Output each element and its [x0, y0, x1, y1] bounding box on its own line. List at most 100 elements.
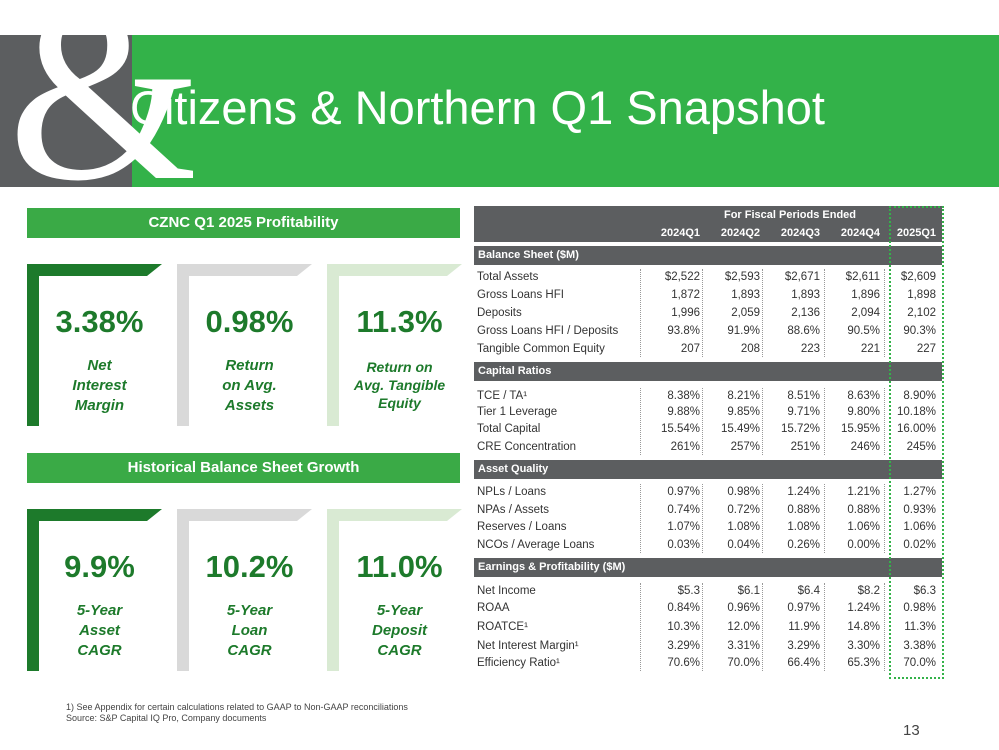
table-cell: 0.96% [727, 602, 760, 614]
table-cell: 90.3% [903, 325, 936, 337]
table-cell: 207 [680, 343, 700, 355]
table-cell: 90.5% [847, 325, 880, 337]
table-cell: 70.0% [727, 657, 760, 669]
table-period-header: For Fiscal Periods Ended [723, 209, 857, 221]
table-cell: 1,996 [671, 307, 700, 319]
table-cell: $6.1 [737, 585, 760, 597]
table-cell: 1,898 [907, 289, 936, 301]
table-cell: 0.03% [667, 539, 700, 551]
page-number: 13 [903, 722, 920, 739]
table-cell: 15.95% [840, 423, 880, 435]
table-cell: 0.97% [787, 602, 820, 614]
table-cell: 1,893 [731, 289, 760, 301]
table-cell: 9.85% [727, 406, 760, 418]
table-cell: 246% [850, 441, 880, 453]
table-row-label: Tangible Common Equity [477, 343, 605, 355]
table-row-label: CRE Concentration [477, 441, 577, 453]
metric-value: 0.98% [205, 304, 294, 339]
table-row-label: Net Interest Margin¹ [477, 640, 579, 652]
table-cell: $2,593 [724, 271, 760, 283]
table-row-label: ROATCE¹ [477, 621, 528, 633]
table-cell: 208 [740, 343, 760, 355]
column-separator [640, 388, 641, 455]
table-cell: 16.00% [896, 423, 936, 435]
table-cell: 88.6% [787, 325, 820, 337]
table-cell: 15.54% [660, 423, 700, 435]
table-cell: 3.30% [847, 640, 880, 652]
table-row-label: NCOs / Average Loans [477, 539, 595, 551]
growth-tile-2: 10.2% 5-Year Loan CAGR [177, 509, 312, 671]
table-group-header: Asset Quality [474, 460, 942, 479]
table-cell: 3.29% [667, 640, 700, 652]
column-separator [824, 583, 825, 671]
table-row-label: NPLs / Loans [477, 486, 547, 498]
column-header: 2024Q2 [720, 227, 760, 239]
table-cell: 1.24% [847, 602, 880, 614]
column-separator [640, 269, 641, 357]
page-title: Citizens & Northern Q1 Snapshot [130, 81, 825, 134]
column-header: 2024Q3 [780, 227, 820, 239]
table-cell: 223 [800, 343, 820, 355]
table-cell: 8.90% [903, 390, 936, 402]
column-separator [640, 484, 641, 553]
column-separator [702, 484, 703, 553]
table-cell: $8.2 [857, 585, 880, 597]
current-quarter-highlight [889, 206, 944, 679]
table-row-label: Total Assets [477, 271, 539, 283]
table-cell: 2,059 [731, 307, 760, 319]
table-cell: 2,136 [791, 307, 820, 319]
table-cell: $6.3 [913, 585, 936, 597]
table-cell: 1.08% [727, 521, 760, 533]
column-header: 2025Q1 [896, 227, 936, 239]
table-cell: 3.29% [787, 640, 820, 652]
table-cell: 70.6% [667, 657, 700, 669]
table-row-label: Gross Loans HFI [477, 289, 564, 301]
metric-value: 11.0% [356, 549, 443, 584]
profitability-tile-3: 11.3% Return on Avg. Tangible Equity [327, 264, 462, 426]
table-cell: 9.88% [667, 406, 700, 418]
svg-text:&: & [8, 0, 193, 218]
column-separator [762, 583, 763, 671]
table-cell: 10.3% [667, 621, 700, 633]
metric-value: 11.3% [356, 304, 443, 339]
table-cell: $6.4 [797, 585, 820, 597]
table-row-label: TCE / TA¹ [477, 390, 528, 402]
metric-label: 5-Year Asset CAGR [76, 602, 123, 659]
table-cell: 1.06% [903, 521, 936, 533]
table-cell: 1.27% [903, 486, 936, 498]
table-cell: 9.80% [847, 406, 880, 418]
table-cell: 0.98% [727, 486, 760, 498]
table-cell: 2,094 [851, 307, 880, 319]
table-row-label: Gross Loans HFI / Deposits [477, 325, 619, 337]
table-cell: $2,522 [664, 271, 700, 283]
table-cell: 0.97% [667, 486, 700, 498]
growth-tile-3: 11.0% 5-Year Deposit CAGR [327, 509, 462, 671]
table-cell: 65.3% [847, 657, 880, 669]
table-cell: 251% [790, 441, 820, 453]
table-cell: 70.0% [903, 657, 936, 669]
column-separator [702, 269, 703, 357]
table-cell: 1,872 [671, 289, 700, 301]
table-cell: 0.74% [667, 504, 700, 516]
metric-value: 3.38% [55, 304, 144, 339]
table-cell: 257% [730, 441, 760, 453]
table-cell: 8.63% [847, 390, 880, 402]
table-cell: 10.18% [896, 406, 936, 418]
table-cell: 261% [670, 441, 700, 453]
footnotes: 1) See Appendix for certain calculations… [66, 702, 408, 724]
table-cell: 15.72% [780, 423, 820, 435]
column-separator [640, 583, 641, 671]
table-cell: 1,896 [851, 289, 880, 301]
table-cell: 9.71% [787, 406, 820, 418]
column-separator [884, 583, 885, 671]
table-row-label: ROAA [477, 602, 510, 614]
table-cell: 0.88% [847, 504, 880, 516]
table-group-header: Balance Sheet ($M) [474, 246, 942, 265]
table-cell: 1.21% [847, 486, 880, 498]
column-separator [762, 269, 763, 357]
table-row-label: Tier 1 Leverage [477, 406, 558, 418]
table-cell: 221 [860, 343, 880, 355]
table-cell: 91.9% [727, 325, 760, 337]
column-separator [702, 388, 703, 455]
table-cell: 0.72% [727, 504, 760, 516]
